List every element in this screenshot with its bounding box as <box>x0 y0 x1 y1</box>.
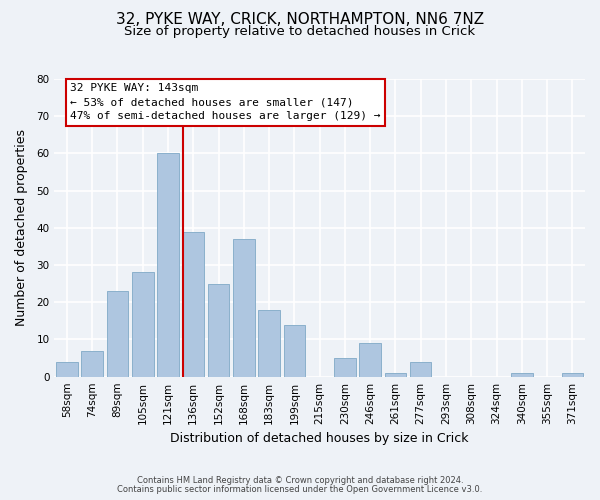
Bar <box>259 310 280 376</box>
Bar <box>157 154 179 376</box>
Bar <box>182 232 204 376</box>
Bar <box>56 362 77 376</box>
Text: Contains public sector information licensed under the Open Government Licence v3: Contains public sector information licen… <box>118 485 482 494</box>
Bar <box>334 358 356 376</box>
Bar <box>208 284 229 376</box>
Bar <box>132 272 154 376</box>
Bar <box>284 324 305 376</box>
Bar <box>82 350 103 376</box>
Bar <box>107 291 128 376</box>
Y-axis label: Number of detached properties: Number of detached properties <box>15 130 28 326</box>
Text: Contains HM Land Registry data © Crown copyright and database right 2024.: Contains HM Land Registry data © Crown c… <box>137 476 463 485</box>
Bar <box>410 362 431 376</box>
Text: Size of property relative to detached houses in Crick: Size of property relative to detached ho… <box>124 25 476 38</box>
Text: 32 PYKE WAY: 143sqm
← 53% of detached houses are smaller (147)
47% of semi-detac: 32 PYKE WAY: 143sqm ← 53% of detached ho… <box>70 84 381 122</box>
Text: 32, PYKE WAY, CRICK, NORTHAMPTON, NN6 7NZ: 32, PYKE WAY, CRICK, NORTHAMPTON, NN6 7N… <box>116 12 484 28</box>
Bar <box>233 239 254 376</box>
Bar <box>511 373 533 376</box>
Bar <box>385 373 406 376</box>
X-axis label: Distribution of detached houses by size in Crick: Distribution of detached houses by size … <box>170 432 469 445</box>
Bar <box>359 343 381 376</box>
Bar <box>562 373 583 376</box>
